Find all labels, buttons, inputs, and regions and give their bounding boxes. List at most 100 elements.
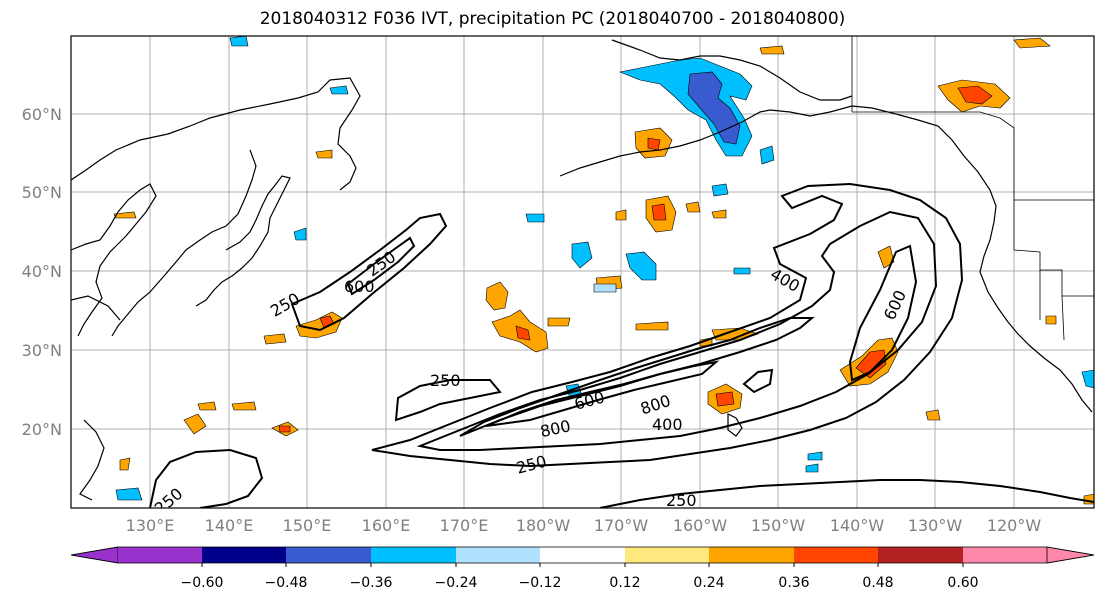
- precip-blob: [805, 463, 819, 473]
- japan-coastline: [195, 175, 291, 307]
- ivt-contour-250: [599, 479, 1094, 508]
- longitude-label: 170°E: [440, 516, 489, 535]
- precip-blob: [635, 321, 669, 331]
- contour-label: 400: [652, 415, 683, 434]
- precip-blob: [571, 241, 593, 269]
- ivt-contour-250: [149, 448, 264, 508]
- precip-blob: [329, 85, 349, 95]
- longitude-label: 140°W: [830, 516, 885, 535]
- precip-blob: [615, 209, 627, 221]
- coastlines: [71, 39, 1093, 501]
- precip-blob: [647, 137, 661, 151]
- asia-coastline: [71, 77, 361, 501]
- colorbar-segment: [456, 547, 540, 563]
- precip-blob: [957, 85, 993, 105]
- colorbar-segment: [202, 547, 286, 563]
- colorbar-tick-label: 0.60: [947, 575, 978, 591]
- longitude-label: 150°E: [283, 516, 332, 535]
- precip-blob: [651, 203, 667, 221]
- latitude-label: 60°N: [22, 105, 62, 124]
- precip-blob: [1013, 37, 1051, 49]
- precip-blob: [711, 209, 727, 219]
- precip-positive-shading: [113, 37, 1094, 505]
- precip-blob: [485, 281, 509, 311]
- precip-blob: [263, 333, 287, 345]
- precip-blob: [119, 457, 131, 471]
- colorbar-extend-high: [1046, 546, 1095, 564]
- precip-blob: [229, 36, 249, 47]
- precip-blob: [1045, 315, 1057, 325]
- precip-blob: [685, 201, 701, 213]
- latitude-label: 30°N: [22, 341, 62, 360]
- colorbar-extend-low: [70, 546, 119, 564]
- precip-blob: [877, 245, 895, 269]
- colorbar-segment: [878, 547, 963, 563]
- ivt-contour-400: [416, 210, 938, 451]
- contour-label: 250: [430, 371, 461, 390]
- ivt-contour-600: [459, 244, 918, 437]
- longitude-label: 170°W: [594, 516, 649, 535]
- precip-blob: [1081, 369, 1094, 389]
- ivt-contour-250: [394, 379, 502, 422]
- precip-blob: [711, 183, 729, 197]
- latitude-label: 20°N: [22, 420, 62, 439]
- precip-blob: [925, 409, 941, 421]
- ivt-contour-400: [742, 368, 774, 394]
- colorbar-segment: [794, 547, 878, 563]
- ivt-contour-250: [371, 182, 964, 468]
- precip-blob: [293, 227, 307, 241]
- longitude-label: 130°E: [126, 516, 175, 535]
- north-america-coastline: [769, 105, 1093, 413]
- hawaii-islands: [727, 413, 743, 437]
- colorbar-tick-label: 0.12: [609, 575, 640, 591]
- contour-label: 600: [344, 277, 375, 296]
- colorbar-segment: [540, 547, 625, 563]
- precip-blob: [197, 401, 217, 411]
- colorbar-tick-label: −0.24: [435, 575, 478, 591]
- map-panel: 250 600 250 400 600 250 800 600 800 400 …: [70, 35, 1095, 510]
- longitude-label: 140°E: [205, 516, 254, 535]
- precip-blob: [759, 45, 785, 55]
- longitude-label: 130°W: [908, 516, 963, 535]
- map-title: 2018040312 F036 IVT, precipitation PC (2…: [259, 9, 846, 29]
- longitude-label: 120°W: [987, 516, 1042, 535]
- longitude-label: 160°E: [362, 516, 411, 535]
- contour-label: 250: [666, 491, 697, 510]
- precip-blob: [593, 283, 617, 293]
- precip-blob: [515, 325, 531, 341]
- precip-blob: [733, 267, 751, 275]
- colorbar-tick-labels: −0.60 −0.48 −0.36 −0.24 −0.12 0.12 0.24 0.36 0.4…: [181, 563, 979, 591]
- colorbar-outline: [70, 546, 1095, 564]
- longitude-labels: 130°E 140°E 150°E 160°E 170°E 180°W 170°W 160°W…: [126, 516, 1042, 535]
- precip-blob: [525, 213, 545, 223]
- longitude-label: 180°W: [516, 516, 571, 535]
- latitude-labels: 60°N 50°N 40°N 30°N 20°N: [22, 105, 62, 439]
- colorbar-segment: [118, 547, 202, 563]
- precip-blob: [687, 71, 741, 145]
- precip-blob: [715, 391, 735, 407]
- ivt-contour-250: [290, 212, 448, 332]
- precip-blob: [115, 487, 143, 501]
- colorbar-tick-label: −0.12: [519, 575, 562, 591]
- colorbar-tick-label: −0.36: [350, 575, 393, 591]
- map-background: [71, 36, 1094, 508]
- precip-blob: [278, 425, 291, 433]
- longitude-label: 150°W: [751, 516, 806, 535]
- colorbar-segment: [625, 547, 709, 563]
- alaska-coastline: [611, 39, 853, 101]
- precip-blob: [807, 451, 823, 461]
- colorbar-tick-label: 0.48: [862, 575, 893, 591]
- colorbar-segment: [286, 547, 371, 563]
- colorbar-segment: [371, 547, 456, 563]
- colorbar: [70, 546, 1095, 564]
- longitude-label: 160°W: [673, 516, 728, 535]
- colorbar-tick-label: −0.48: [265, 575, 308, 591]
- precip-blob: [547, 317, 571, 327]
- ivt-contour-600: [346, 236, 416, 296]
- colorbar-tick-label: 0.36: [778, 575, 809, 591]
- precip-blob: [231, 401, 257, 411]
- colorbar-segment: [709, 547, 794, 563]
- colorbar-tick-label: −0.60: [181, 575, 224, 591]
- political-borders: [851, 36, 1094, 341]
